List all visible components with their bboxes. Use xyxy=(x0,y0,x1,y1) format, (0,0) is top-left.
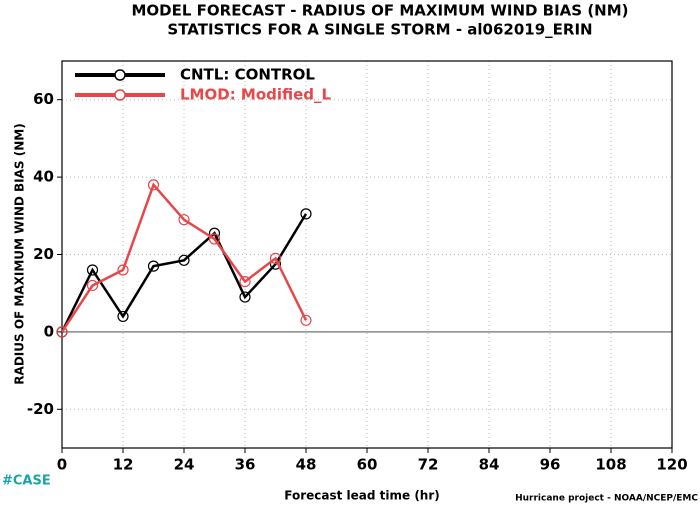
data-point xyxy=(147,260,160,272)
x-tick-label: 108 xyxy=(595,456,626,474)
data-point xyxy=(178,214,190,226)
legend-marker xyxy=(114,89,126,101)
legend-label: CNTL: CONTROL xyxy=(180,66,315,84)
data-point xyxy=(86,264,99,276)
credit: Hurricane project - NOAA/NCEP/EMC xyxy=(515,494,698,504)
data-point xyxy=(86,279,99,292)
chart-title: MODEL FORECAST - RADIUS OF MAXIMUM WIND … xyxy=(131,2,628,20)
x-tick-label: 12 xyxy=(113,456,134,474)
chart-subtitle: STATISTICS FOR A SINGLE STORM - al062019… xyxy=(167,21,592,39)
y-tick-label: 60 xyxy=(33,90,54,108)
data-point xyxy=(300,208,312,220)
data-point xyxy=(147,179,160,191)
y-tick-label: 0 xyxy=(44,322,54,340)
y-axis-label: RADIUS OF MAXIMUM WIND BIAS (NM) xyxy=(13,123,27,384)
x-tick-label: 48 xyxy=(296,456,317,474)
legend-label: LMOD: Modified_L xyxy=(180,86,332,104)
data-point xyxy=(178,254,190,266)
x-tick-label: 60 xyxy=(357,456,378,474)
data-point xyxy=(239,291,251,303)
y-tick-label: -20 xyxy=(27,400,54,418)
data-point xyxy=(56,326,68,338)
x-tick-label: 36 xyxy=(235,456,256,474)
x-tick-label: 72 xyxy=(418,456,439,474)
x-axis-label: Forecast lead time (hr) xyxy=(284,489,440,503)
x-tick-label: 0 xyxy=(57,456,67,474)
data-point xyxy=(208,233,221,245)
data-point xyxy=(239,275,251,288)
data-point xyxy=(117,310,129,323)
data-point xyxy=(117,264,129,276)
plot-frame xyxy=(61,60,673,449)
series-line xyxy=(60,182,308,333)
y-tick-label: 40 xyxy=(33,168,54,186)
series-line xyxy=(60,213,308,333)
y-tick-label: 20 xyxy=(33,245,54,263)
x-tick-label: 24 xyxy=(174,456,195,474)
data-point xyxy=(300,314,312,326)
x-tick-label: 84 xyxy=(479,456,500,474)
legend-marker xyxy=(114,69,126,81)
x-tick-label: 120 xyxy=(656,456,687,474)
data-point xyxy=(269,252,282,264)
x-tick-label: 96 xyxy=(540,456,561,474)
case-label: #CASE xyxy=(2,474,51,489)
